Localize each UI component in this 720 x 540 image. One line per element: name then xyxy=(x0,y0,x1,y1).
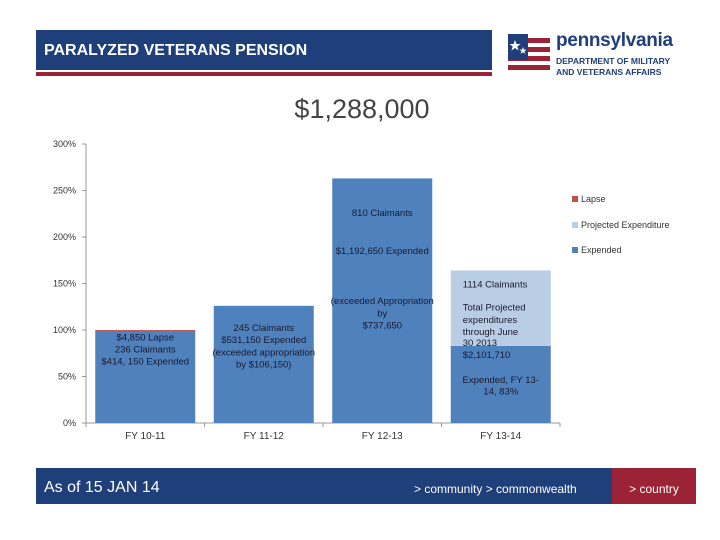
data-label: $531,150 Expended xyxy=(221,335,306,346)
bar-lapse xyxy=(95,330,196,331)
footer-tagline: > community > commonwealth xyxy=(414,482,577,496)
data-label: 245 Claimants xyxy=(233,323,294,334)
data-label: 810 Claimants xyxy=(352,208,413,219)
x-tick-label: FY 11-12 xyxy=(244,431,285,442)
bar-expended xyxy=(95,330,196,423)
bar-expended xyxy=(332,178,433,423)
data-label: $2,101,710 xyxy=(463,350,511,361)
bar-projected-expenditure xyxy=(450,270,551,346)
x-tick-label: FY 12-13 xyxy=(362,431,403,442)
data-label: $414, 150 Expended xyxy=(101,357,189,368)
pennsylvania-logo: pennsylvania DEPARTMENT OF MILITARY AND … xyxy=(502,28,692,88)
page-title: PARALYZED VETERANS PENSION xyxy=(44,42,308,59)
y-tick-label: 300% xyxy=(53,139,76,149)
footer-date: As of 15 JAN 14 xyxy=(44,479,160,496)
logo-dept-line-2: AND VETERANS AFFAIRS xyxy=(556,67,662,77)
y-tick-label: 0% xyxy=(63,418,76,428)
data-label: expenditures xyxy=(463,315,518,326)
y-tick-label: 100% xyxy=(53,325,76,335)
y-tick-label: 200% xyxy=(53,232,76,242)
logo-department: DEPARTMENT OF MILITARY AND VETERANS AFFA… xyxy=(556,56,696,78)
logo-wordmark: pennsylvania xyxy=(556,30,673,51)
logo-dept-line-1: DEPARTMENT OF MILITARY xyxy=(556,56,671,66)
flag-icon xyxy=(508,34,550,70)
data-label: (exceeded appropriation xyxy=(213,347,315,358)
x-tick-label: FY 10-11 xyxy=(125,431,166,442)
y-tick-label: 150% xyxy=(53,279,76,289)
legend-entry: Projected Expenditure xyxy=(581,220,670,230)
data-label: Expended, FY 13- xyxy=(463,375,539,386)
legend-swatch xyxy=(572,222,578,228)
y-tick-label: 250% xyxy=(53,186,76,196)
bar-expended xyxy=(213,305,314,423)
data-label: Total Projected xyxy=(463,303,526,314)
x-tick-label: FY 13-14 xyxy=(480,431,521,442)
data-label: $4,850 Lapse xyxy=(116,332,174,343)
data-label: 236 Claimants xyxy=(115,345,176,356)
data-label: 14, 83% xyxy=(483,386,518,397)
data-label: (exceeded Appropriation xyxy=(331,296,434,307)
header-red-rule xyxy=(36,72,492,76)
legend-swatch xyxy=(572,196,578,202)
legend-swatch xyxy=(572,247,578,253)
bar-expended xyxy=(450,345,551,423)
footer-bar xyxy=(36,468,612,504)
data-label: by $106,150) xyxy=(236,359,291,370)
data-label: 30 2013 xyxy=(463,338,497,349)
footer-red-block xyxy=(612,468,696,504)
data-label: $737,650 xyxy=(362,320,402,331)
data-label: $1,192,650 Expended xyxy=(336,246,429,257)
legend-entry: Lapse xyxy=(581,194,606,204)
footer-country: > country xyxy=(629,482,679,496)
legend-entry: Expended xyxy=(581,245,622,255)
data-label: 1114 Claimants xyxy=(463,279,528,290)
y-tick-label: 50% xyxy=(58,372,76,382)
data-label: by xyxy=(377,308,387,319)
data-label: through June xyxy=(463,327,518,338)
total-amount: $1,288,000 xyxy=(294,94,430,124)
header-bar xyxy=(36,30,492,70)
stacked-bar-chart: 0% 50% 100% 150% 200% 250% 300% FY 10-11 FY 11-1… xyxy=(53,139,670,442)
